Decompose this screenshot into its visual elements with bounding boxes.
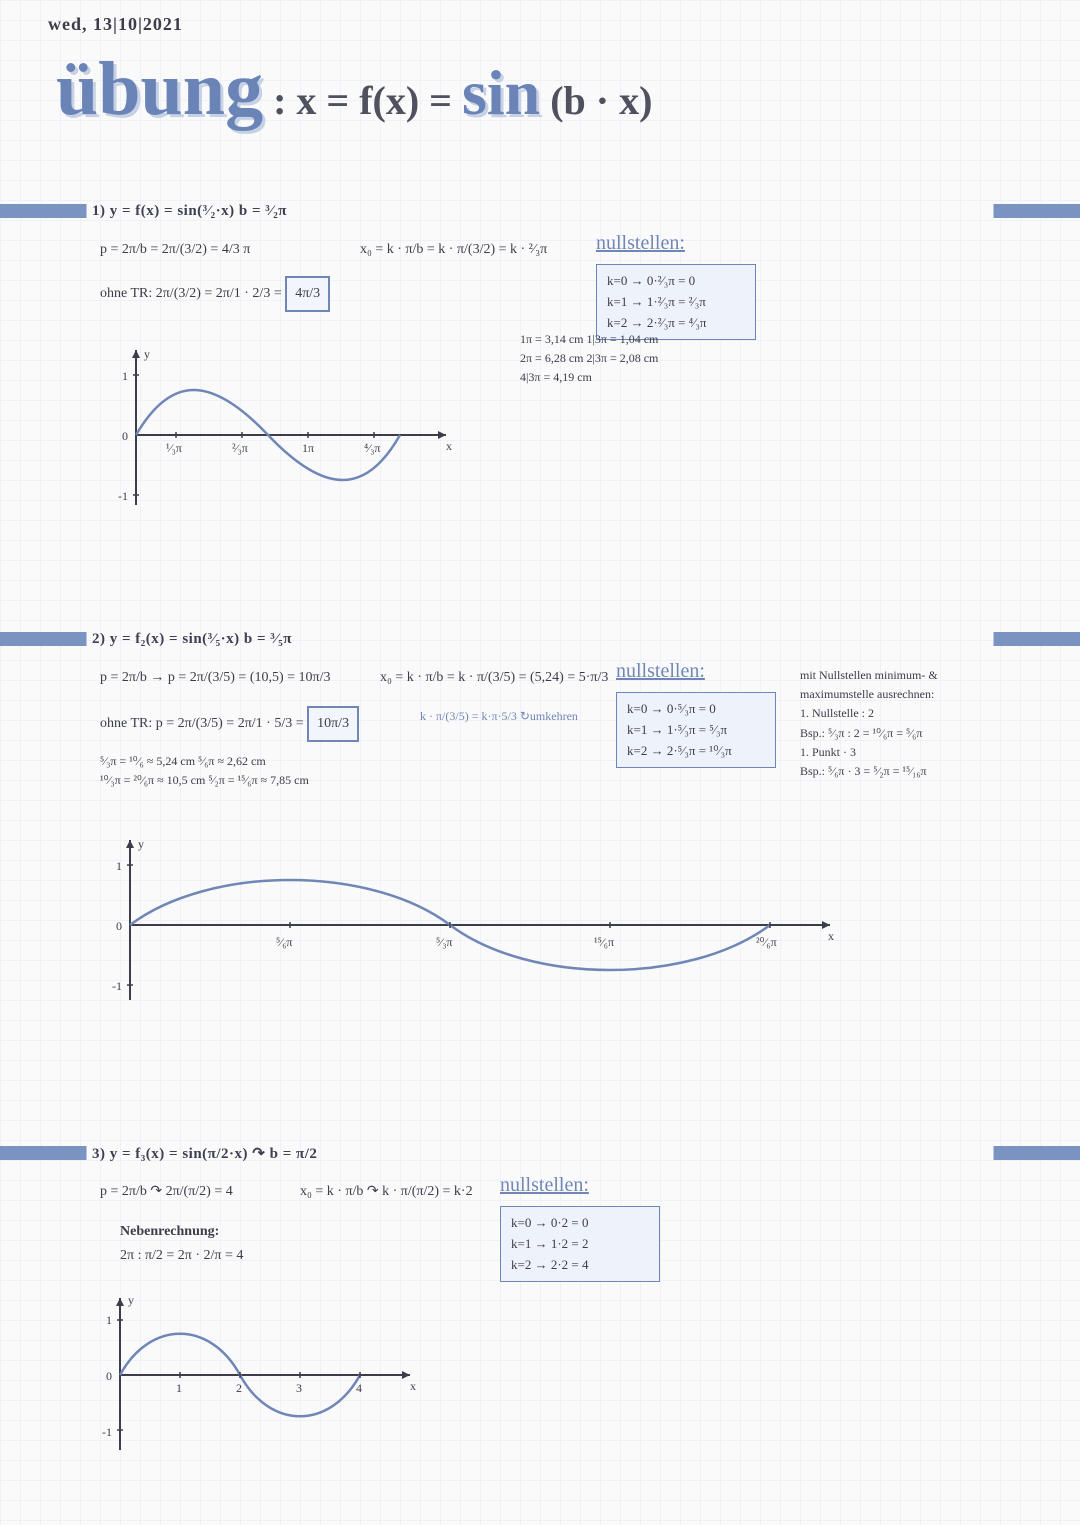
null-line: k=1 → 1·2 = 2 (511, 1234, 649, 1255)
svg-text:3: 3 (296, 1381, 302, 1395)
s2-side-notes: mit Nullstellen minimum- & maximumstelle… (800, 666, 1060, 781)
null-title-2: nullstellen: (616, 654, 776, 688)
svg-text:⁵⁄₃π: ⁵⁄₃π (436, 935, 452, 949)
svg-text:¹⁵⁄₆π: ¹⁵⁄₆π (594, 935, 614, 949)
s1-ohne-tr-text: ohne TR: 2π/(3/2) = 2π/1 · 2/3 = (100, 286, 285, 301)
nullbox-3: k=0 → 0·2 = 0 k=1 → 1·2 = 2 k=2 → 2·2 = … (500, 1206, 660, 1282)
svg-text:1: 1 (106, 1313, 112, 1327)
nullbox-1: k=0 → 0·²⁄₃π = 0 k=1 → 1·²⁄₃π = ²⁄₃π k=2… (596, 264, 756, 340)
section-1-label: 1) y = f(x) = sin(³⁄₂·x) b = ³⁄₂π (92, 203, 287, 220)
s2-x0: x₀ = k · π/b = k · π/(3/5) = (5,24) = 5·… (380, 666, 608, 690)
null-title-1: nullstellen: (596, 226, 756, 260)
svg-text:1: 1 (176, 1381, 182, 1395)
cm-line: 1π = 3,14 cm 1|3π = 1,04 cm (520, 330, 840, 349)
svg-text:2: 2 (236, 1381, 242, 1395)
s2-ohne-tr-box: 10π/3 (307, 706, 359, 742)
nullbox-2: k=0 → 0·⁵⁄₃π = 0 k=1 → 1·⁵⁄₃π = ⁵⁄₃π k=2… (616, 692, 776, 768)
svg-text:y: y (144, 347, 150, 361)
cm-line: 2π = 6,28 cm 2|3π = 2,08 cm (520, 349, 840, 368)
svg-text:x: x (828, 929, 834, 943)
svg-text:1: 1 (116, 859, 122, 873)
svg-text:-1: -1 (112, 979, 122, 993)
date: wed, 13|10|2021 (48, 14, 183, 35)
svg-text:1π: 1π (302, 441, 314, 455)
chart-2: x y 1 0 -1 ⁵⁄₆π ⁵⁄₃π ¹⁵⁄₆π ²⁰⁄₆π (80, 830, 840, 1010)
side-line: 1. Punkt · 3 (800, 743, 1060, 762)
s1-ohne-tr: ohne TR: 2π/(3/2) = 2π/1 · 2/3 = 4π/3 (100, 276, 330, 312)
title-script-1: übung (56, 46, 263, 133)
side-line: Bsp.: ⁵⁄₆π · 3 = ⁵⁄₂π = ¹⁵⁄₁₆π (800, 762, 1060, 781)
s2-cm: ⁵⁄₃π = ¹⁰⁄₆ ≈ 5,24 cm ⁵⁄₆π ≈ 2,62 cm ¹⁰⁄… (100, 752, 480, 790)
svg-text:0: 0 (122, 429, 128, 443)
title-middle: : x = f(x) = (273, 77, 452, 124)
s2-ohne-tr-text: ohne TR: p = 2π/(3/5) = 2π/1 · 5/3 = (100, 716, 307, 731)
svg-text:²⁄₃π: ²⁄₃π (232, 441, 248, 455)
svg-text:y: y (128, 1293, 134, 1307)
side-line: Bsp.: ⁵⁄₃π : 2 = ¹⁰⁄₆π = ⁵⁄₆π (800, 724, 1060, 743)
neben-line: 2π : π/2 = 2π · 2/π = 4 (120, 1244, 243, 1268)
cm-line: ⁵⁄₃π = ¹⁰⁄₆ ≈ 5,24 cm ⁵⁄₆π ≈ 2,62 cm (100, 752, 480, 771)
s3-x0: x₀ = k · π/b ↷ k · π/(π/2) = k·2 (300, 1180, 473, 1204)
null-line: k=0 → 0·²⁄₃π = 0 (607, 271, 745, 292)
svg-text:²⁰⁄₆π: ²⁰⁄₆π (756, 935, 777, 949)
s1-x0: x₀ = k · π/b = k · π/(3/2) = k · ²⁄₃π (360, 238, 547, 262)
s1-cm: 1π = 3,14 cm 1|3π = 1,04 cm 2π = 6,28 cm… (520, 330, 840, 388)
side-line: 1. Nullstelle : 2 (800, 704, 1060, 723)
svg-text:0: 0 (106, 1369, 112, 1383)
s1-period: p = 2π/b = 2π/(3/2) = 4/3 π (100, 238, 250, 262)
svg-text:0: 0 (116, 919, 122, 933)
neben-title: Nebenrechnung: (120, 1220, 243, 1244)
svg-text:1: 1 (122, 369, 128, 383)
s3-neben: Nebenrechnung: 2π : π/2 = 2π · 2/π = 4 (120, 1220, 243, 1268)
s1-nullstellen: nullstellen: k=0 → 0·²⁄₃π = 0 k=1 → 1·²⁄… (596, 226, 756, 340)
null-line: k=2 → 2·⁵⁄₃π = ¹⁰⁄₃π (627, 741, 765, 762)
section-bar-3: 3) y = f₃(x) = sin(π/2·x) ↷ b = π/2 (0, 1146, 1080, 1160)
section-2-label: 2) y = f₂(x) = sin(³⁄₅·x) b = ³⁄₅π (92, 631, 292, 648)
s3-nullstellen: nullstellen: k=0 → 0·2 = 0 k=1 → 1·2 = 2… (500, 1168, 660, 1282)
svg-text:⁴⁄₃π: ⁴⁄₃π (364, 441, 380, 455)
svg-text:y: y (138, 837, 144, 851)
section-3-label: 3) y = f₃(x) = sin(π/2·x) ↷ b = π/2 (92, 1144, 317, 1163)
null-line: k=1 → 1·²⁄₃π = ²⁄₃π (607, 292, 745, 313)
svg-text:-1: -1 (118, 489, 128, 503)
chart-1: x y 1 0 -1 ¹⁄₃π ²⁄₃π 1π ⁴⁄₃π (96, 340, 456, 510)
null-title-3: nullstellen: (500, 1168, 660, 1202)
section-bar-2: 2) y = f₂(x) = sin(³⁄₅·x) b = ³⁄₅π (0, 632, 1080, 646)
svg-text:x: x (410, 1379, 416, 1393)
chart-3: x y 1 0 -1 1 2 3 4 (80, 1290, 420, 1460)
s3-period: p = 2π/b ↷ 2π/(π/2) = 4 (100, 1180, 233, 1204)
page-title: übung : x = f(x) = sin (b · x) (56, 46, 652, 133)
s2-ohne-tr: ohne TR: p = 2π/(3/5) = 2π/1 · 5/3 = 10π… (100, 706, 359, 742)
s1-ohne-tr-box: 4π/3 (285, 276, 330, 312)
svg-text:-1: -1 (102, 1425, 112, 1439)
null-line: k=2 → 2·2 = 4 (511, 1255, 649, 1276)
svg-text:¹⁄₃π: ¹⁄₃π (166, 441, 182, 455)
svg-text:4: 4 (356, 1381, 362, 1395)
null-line: k=0 → 0·2 = 0 (511, 1213, 649, 1234)
s2-period: p = 2π/b → p = 2π/(3/5) = (10,5) = 10π/3 (100, 666, 331, 690)
side-line: maximumstelle ausrechnen: (800, 685, 1060, 704)
null-line: k=0 → 0·⁵⁄₃π = 0 (627, 699, 765, 720)
side-line: mit Nullstellen minimum- & (800, 666, 1060, 685)
title-script-2: sin (462, 56, 540, 130)
cm-line: 4|3π = 4,19 cm (520, 368, 840, 387)
svg-text:⁵⁄₆π: ⁵⁄₆π (276, 935, 292, 949)
title-tail: (b · x) (550, 77, 652, 124)
section-bar-1: 1) y = f(x) = sin(³⁄₂·x) b = ³⁄₂π (0, 204, 1080, 218)
svg-text:x: x (446, 439, 452, 453)
null-line: k=1 → 1·⁵⁄₃π = ⁵⁄₃π (627, 720, 765, 741)
cm-line: ¹⁰⁄₃π = ²⁰⁄₆π ≈ 10,5 cm ⁵⁄₂π = ¹⁵⁄₆π ≈ 7… (100, 771, 480, 790)
s2-umkehren: k · π/(3/5) = k·π·5/3 ↻umkehren (420, 706, 578, 726)
s2-nullstellen: nullstellen: k=0 → 0·⁵⁄₃π = 0 k=1 → 1·⁵⁄… (616, 654, 776, 768)
